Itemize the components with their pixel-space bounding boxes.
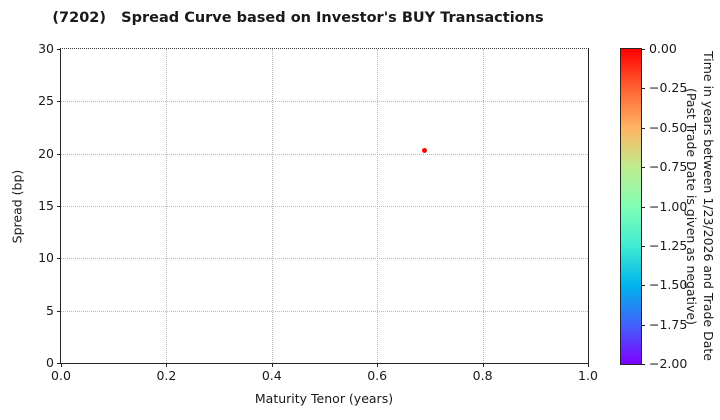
colorbar-tick-mark bbox=[641, 206, 645, 208]
colorbar-tick-label: −1.50 bbox=[649, 277, 688, 293]
colorbar-tick-label: 0.00 bbox=[649, 41, 677, 56]
colorbar-tick-mark bbox=[641, 324, 645, 326]
x-tick-label: 0.4 bbox=[261, 368, 282, 383]
x-tick-mark bbox=[271, 363, 273, 367]
x-tick-label: 1.0 bbox=[578, 368, 598, 383]
colorbar-tick-label: −0.75 bbox=[649, 159, 688, 175]
x-tick-mark bbox=[61, 363, 62, 367]
y-tick-mark bbox=[57, 101, 61, 103]
y-tick-mark bbox=[57, 363, 61, 364]
y-tick-mark bbox=[57, 153, 61, 155]
x-tick-label: 0.2 bbox=[156, 368, 177, 383]
colorbar-tick-mark bbox=[641, 127, 645, 129]
colorbar-label-line1: Time in years between 1/23/2026 and Trad… bbox=[701, 51, 716, 361]
colorbar-tick-mark bbox=[641, 245, 645, 247]
colorbar-tick-mark bbox=[641, 285, 645, 287]
colorbar-tick-mark bbox=[641, 88, 645, 90]
y-tick-mark bbox=[57, 49, 61, 50]
x-tick-label: 0.0 bbox=[51, 368, 71, 383]
y-gridline bbox=[61, 258, 588, 260]
x-tick-mark bbox=[588, 363, 589, 367]
y-gridline bbox=[61, 206, 588, 207]
y-gridline bbox=[61, 310, 588, 312]
colorbar-gradient bbox=[620, 48, 642, 365]
x-tick-mark bbox=[482, 363, 484, 367]
colorbar-tick-mark bbox=[641, 364, 645, 365]
y-tick-label: 20 bbox=[38, 145, 54, 161]
data-point bbox=[422, 148, 428, 154]
colorbar-tick-label: −1.00 bbox=[649, 198, 688, 214]
x-tick-label: 0.8 bbox=[472, 368, 493, 383]
y-tick-label: 0 bbox=[46, 355, 54, 370]
colorbar-tick-label: −1.75 bbox=[649, 316, 688, 332]
y-gridline bbox=[61, 101, 588, 103]
y-tick-label: 15 bbox=[38, 198, 54, 213]
x-tick-mark bbox=[377, 363, 379, 367]
y-tick-label: 25 bbox=[38, 93, 54, 109]
colorbar-tick-label: −0.50 bbox=[649, 119, 688, 135]
colorbar-tick-label: −0.25 bbox=[649, 80, 688, 96]
colorbar-tick-label: −1.25 bbox=[649, 237, 688, 253]
x-tick-mark bbox=[166, 363, 168, 367]
colorbar-tick-mark bbox=[641, 49, 645, 50]
colorbar-label-line2: (Past Trade Date is given as negative) bbox=[684, 87, 699, 325]
y-tick-mark bbox=[57, 310, 61, 312]
y-tick-label: 30 bbox=[38, 41, 54, 56]
y-tick-label: 5 bbox=[46, 302, 54, 318]
colorbar-tick-mark bbox=[641, 167, 645, 169]
y-gridline bbox=[61, 153, 588, 155]
y-tick-mark bbox=[57, 258, 61, 260]
x-axis-label: Maturity Tenor (years) bbox=[254, 391, 394, 406]
colorbar-label: Time in years between 1/23/2026 and Trad… bbox=[683, 48, 717, 364]
chart-title: (7202) Spread Curve based on Investor's … bbox=[52, 10, 544, 26]
colorbar-tick-label: −2.00 bbox=[649, 356, 688, 371]
y-tick-mark bbox=[57, 206, 61, 207]
y-axis-label: Spread (bp) bbox=[9, 169, 25, 243]
y-tick-label: 10 bbox=[38, 250, 54, 266]
x-tick-label: 0.6 bbox=[367, 368, 388, 383]
